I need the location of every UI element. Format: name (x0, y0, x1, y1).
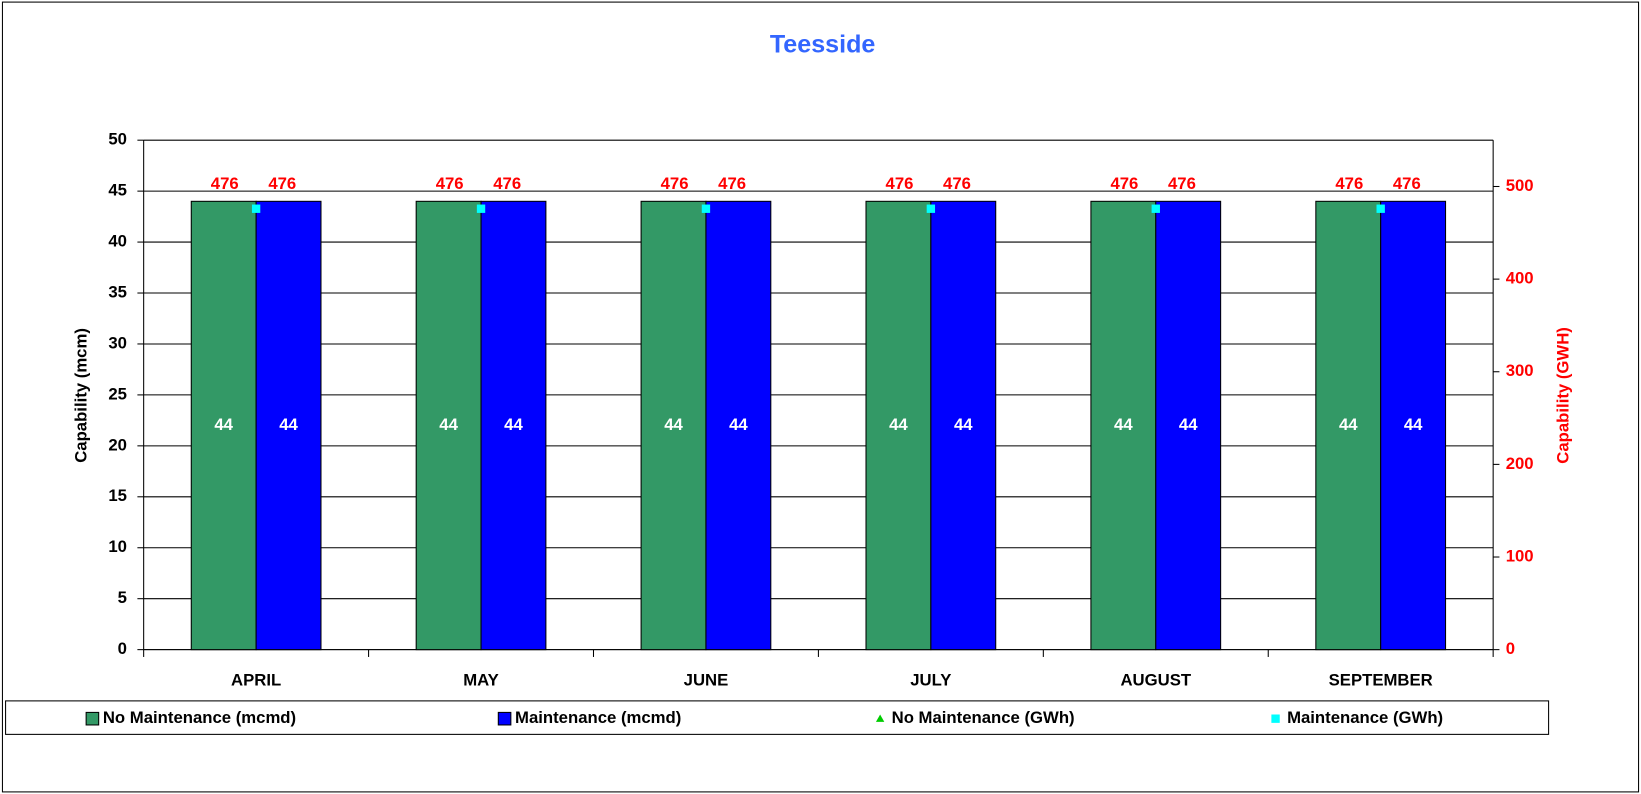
y-tick-label: 0 (118, 639, 127, 658)
x-tick-label: JUNE (684, 670, 729, 689)
y-tick-label: 35 (108, 282, 127, 301)
point-value-label: 476 (1110, 174, 1138, 193)
legend-box (5, 700, 1550, 735)
bar (1155, 200, 1222, 651)
bar-value-label: 44 (504, 415, 523, 434)
point-value-label: 476 (436, 174, 464, 193)
point-value-label: 476 (943, 174, 971, 193)
point-marker (701, 204, 711, 213)
bar-value-label: 44 (214, 415, 233, 434)
bar (1315, 200, 1382, 651)
bar-value-label: 44 (1114, 415, 1133, 434)
bar (480, 200, 547, 651)
y2-tick-label: 200 (1506, 454, 1534, 473)
bar (1090, 200, 1157, 651)
point-value-label: 476 (1335, 174, 1363, 193)
y-tick-label: 50 (108, 130, 127, 149)
x-tick-label: AUGUST (1120, 670, 1191, 689)
bar (255, 200, 322, 651)
y-tick-label: 15 (108, 486, 127, 505)
bar-value-label: 44 (664, 415, 683, 434)
point-marker (476, 204, 486, 213)
y-tick-label: 25 (108, 384, 127, 403)
legend-marker (85, 711, 100, 726)
point-marker (1376, 204, 1385, 213)
y-axis-title: Capability (mcm) (71, 328, 90, 463)
y2-tick-label: 400 (1506, 269, 1534, 288)
bar-value-label: 44 (954, 415, 973, 434)
bar (705, 200, 772, 651)
y-tick-label: 20 (108, 435, 127, 454)
point-value-label: 476 (718, 174, 746, 193)
point-value-label: 476 (1168, 174, 1196, 193)
bar-value-label: 44 (1339, 415, 1358, 434)
y2-tick-label: 0 (1506, 639, 1515, 658)
x-tick-label: SEPTEMBER (1329, 670, 1433, 689)
legend-marker (875, 714, 885, 722)
point-value-label: 476 (661, 174, 689, 193)
point-value-label: 476 (1393, 174, 1421, 193)
y2-tick-label: 500 (1506, 176, 1534, 195)
point-value-label: 476 (268, 174, 296, 193)
y-tick-label: 5 (118, 588, 127, 607)
x-tick-label: JULY (910, 670, 951, 689)
bar-value-label: 44 (729, 415, 748, 434)
point-value-label: 476 (493, 174, 521, 193)
point-marker (251, 204, 261, 213)
bar-value-label: 44 (439, 415, 458, 434)
legend-label: Maintenance (mcmd) (515, 708, 681, 727)
y2-axis-title: Capability (GWH) (1554, 327, 1573, 464)
point-marker (1151, 204, 1160, 213)
y-tick-label: 30 (108, 333, 127, 352)
bar-value-label: 44 (279, 415, 298, 434)
legend-marker (497, 711, 512, 726)
legend-marker (1271, 714, 1280, 723)
point-value-label: 476 (886, 174, 914, 193)
point-marker (926, 204, 936, 213)
legend-label: No Maintenance (mcmd) (103, 708, 296, 727)
y-tick-label: 45 (108, 181, 127, 200)
bar (640, 200, 707, 651)
y-tick-label: 10 (108, 537, 127, 556)
legend-label: No Maintenance (GWh) (892, 708, 1075, 727)
chart-title: Teesside (770, 31, 876, 59)
y2-tick-label: 300 (1506, 361, 1534, 380)
bar (415, 200, 482, 651)
x-tick-label: MAY (463, 670, 499, 689)
x-tick-label: APRIL (231, 670, 281, 689)
bar-value-label: 44 (1179, 415, 1198, 434)
y-tick-label: 40 (108, 231, 127, 250)
legend-label: Maintenance (GWh) (1287, 708, 1443, 727)
y2-tick-label: 100 (1506, 546, 1534, 565)
bar (930, 200, 997, 651)
bar (190, 200, 257, 651)
bar-value-label: 44 (889, 415, 908, 434)
bar (865, 200, 932, 651)
point-value-label: 476 (211, 174, 239, 193)
bar-value-label: 44 (1404, 415, 1423, 434)
bar (1380, 200, 1447, 651)
